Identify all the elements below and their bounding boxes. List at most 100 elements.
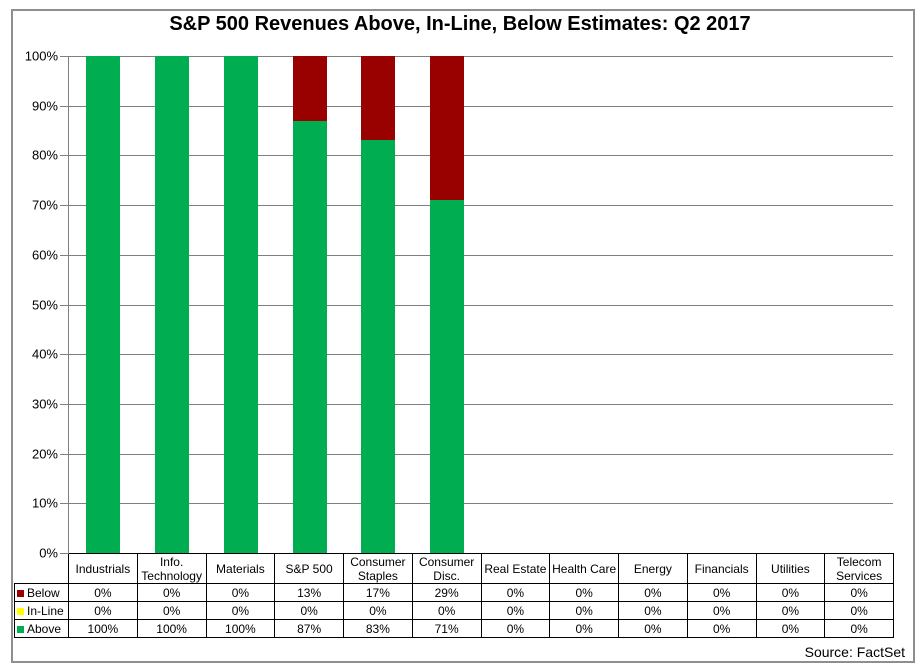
data-table: Industrials Info. Technology Materials S&P … [14,553,894,638]
bar-segment-above [86,56,121,553]
series-name: Below [27,585,60,600]
gridline [69,254,893,256]
table-value-cell: 29% [411,583,482,602]
y-axis-label: 50% [31,297,58,312]
table-row-above: Above 100% 100% 100% 87% 83% 71% 0% 0% 0% 0% 0% 0% [14,619,894,638]
gridline [69,155,893,157]
table-value-cell: 0% [480,583,551,602]
source-note: Source: FactSet [804,644,905,660]
table-value-cell: 0% [824,601,894,620]
legend-row-label: Above [14,619,69,638]
category-header: Consumer Staples [343,553,413,584]
y-axis-label: 30% [31,396,58,412]
plot-area [68,56,893,553]
gridline [69,56,893,57]
table-value-cell: 0% [480,601,551,620]
y-axis-tick [60,205,69,207]
table-row-in-line: In-Line 0% 0% 0% 0% 0% 0% 0% 0% 0% 0% 0% 0% [14,601,894,620]
table-value-cell: 0% [824,619,894,638]
table-value-cell: 0% [618,619,688,638]
table-value-cell: 13% [274,583,344,602]
bar-segment-below [361,56,396,141]
y-axis-tick [60,354,69,356]
table-value-cell: 83% [343,619,413,638]
table-value-cell: 0% [618,583,688,602]
y-axis-label: 90% [31,98,58,114]
gridline [69,403,893,405]
gridline [69,105,893,107]
category-header: Telecom Services [824,553,894,584]
legend-row-label: In-Line [14,601,69,620]
category-header: Financials [686,553,757,584]
y-axis-label: 100% [24,48,58,64]
gridline [69,354,893,356]
table-value-cell: 0% [755,601,826,620]
table-corner-cell [15,554,69,584]
table-value-cell: 0% [411,601,482,620]
gridline [69,205,893,207]
y-axis-label: 70% [31,197,58,213]
category-header: Industrials [68,553,138,584]
y-axis: 100% 90% 80% 70% 60% 50% 40% 30% 20% 10% 0% [0,49,58,561]
bar-segment-below [292,56,327,121]
table-value-cell: 0% [824,583,894,602]
y-axis-tick [60,155,69,157]
table-value-cell: 17% [343,583,413,602]
y-axis-label: 20% [31,446,58,462]
y-axis-tick [60,254,69,256]
category-header: Consumer Disc. [411,553,482,584]
legend-row-label: Below [14,583,69,602]
category-header: Materials [205,553,276,584]
series-name: Above [27,621,62,636]
y-axis-label: 10% [31,495,58,511]
chart-frame-border [11,9,915,663]
bar-segment-above [292,120,327,553]
table-value-cell: 0% [755,619,826,638]
bar-materials [223,56,258,553]
table-value-cell: 87% [274,619,344,638]
category-header: Health Care [549,553,619,584]
table-value-cell: 100% [68,619,138,638]
gridline [69,453,893,455]
gridline [69,304,893,306]
table-value-cell: 0% [205,583,276,602]
legend-key-below-icon [17,589,24,597]
category-header: Energy [618,553,688,584]
table-value-cell: 0% [549,619,619,638]
table-value-cell: 0% [68,583,138,602]
y-axis-label: 40% [31,346,58,362]
y-axis-label: 80% [31,147,58,163]
legend-key-in-line-icon [17,607,24,615]
bar-s-p-500 [292,56,327,553]
table-value-cell: 0% [549,601,619,620]
category-header: Utilities [755,553,826,584]
y-axis-tick [60,56,69,57]
category-header: Info. Technology [136,553,207,584]
y-axis-tick [60,403,69,405]
bar-info-technology [155,56,190,553]
table-row-below: Below 0% 0% 0% 13% 17% 29% 0% 0% 0% 0% 0% 0% [14,583,894,602]
table-value-cell: 0% [549,583,619,602]
bar-segment-above [155,56,190,553]
chart-title: S&P 500 Revenues Above, In-Line, Below E… [169,13,751,35]
table-value-cell: 0% [136,583,207,602]
legend-key-above-icon [17,625,24,633]
bar-consumer-disc [430,56,465,553]
y-axis-tick [60,503,69,505]
y-axis-tick [60,304,69,306]
table-value-cell: 0% [686,619,757,638]
bar-segment-above [430,200,465,553]
table-value-cell: 0% [68,601,138,620]
table-value-cell: 0% [205,601,276,620]
bar-segment-above [361,140,396,553]
y-axis-label: 60% [31,247,58,263]
table-value-cell: 0% [274,601,344,620]
table-value-cell: 0% [755,583,826,602]
table-value-cell: 0% [136,601,207,620]
table-value-cell: 100% [205,619,276,638]
table-value-cell: 0% [686,601,757,620]
y-axis-label: 0% [39,545,58,561]
y-axis-tick [60,105,69,107]
table-value-cell: 0% [686,583,757,602]
